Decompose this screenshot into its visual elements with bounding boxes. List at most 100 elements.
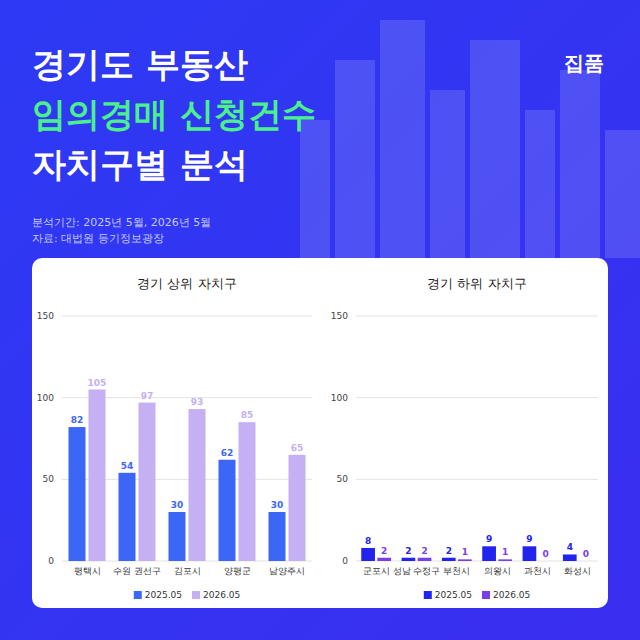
chart-title: 경기 하위 자치구 [427,276,526,291]
y-tick-label: 100 [331,393,348,403]
title-line: 임의경매 신청건수 [32,94,316,134]
card [32,258,608,608]
chart-title: 경기 상위 자치구 [137,276,236,291]
bar [402,558,416,561]
legend: 2025.05 2026.05 [134,590,240,600]
legend-label: 2026.05 [493,590,530,600]
x-tick-label: 과천시 [524,566,551,576]
bar [539,561,553,562]
x-tick-label: 평택시 [74,566,101,576]
x-tick-label: 양평군 [224,566,251,576]
data-labels: 822221919040 [365,534,589,559]
y-tick-label: 150 [37,311,54,321]
y-tick-label: 0 [48,556,54,566]
skyline [300,20,640,258]
data-label: 2 [446,546,452,556]
bar [289,455,306,561]
building [525,110,555,258]
legend: 2025.05 2026.05 [424,590,530,600]
bar [523,546,537,561]
data-label: 30 [171,500,184,510]
data-label: 105 [88,378,107,388]
data-label: 82 [71,415,84,425]
bar [377,558,391,561]
x-tick-label: 부천시 [443,566,470,576]
bar [139,403,156,561]
data-label: 2 [421,546,427,556]
y-tick-label: 0 [342,556,348,566]
logo: 집품 [564,51,604,75]
data-label: 85 [241,410,254,420]
y-tick-label: 100 [37,393,54,403]
data-label: 0 [583,549,589,559]
data-label: 62 [221,448,234,458]
bar [442,558,456,561]
grid-line [356,479,598,480]
data-label: 4 [567,542,573,552]
bar [239,422,256,561]
legend-swatch [134,591,142,599]
grid-line [356,316,598,317]
note: 자료: 대법원 등기정보광장 [32,232,164,245]
bar [89,390,106,562]
data-label: 2 [381,546,387,556]
x-tick-label: 성남 수정구 [393,566,441,576]
data-label: 65 [291,443,304,453]
bar [563,554,577,561]
building [300,120,330,258]
note: 분석기간: 2025년 5월, 2026년 5월 [32,216,211,229]
data-label: 2 [405,546,411,556]
x-tick-label: 남양주시 [269,566,305,576]
bar [458,559,472,561]
y-tick-label: 150 [331,311,348,321]
legend-swatch [192,591,200,599]
legend-label: 2025.05 [435,590,472,600]
data-label: 54 [121,461,134,471]
data-label: 93 [191,397,204,407]
y-tick-label: 50 [337,474,349,484]
legend-swatch [482,591,490,599]
bar [269,512,286,561]
x-tick-label: 김포시 [174,566,201,576]
legend-label: 2026.05 [203,590,240,600]
bars [69,390,306,562]
legend-label: 2025.05 [145,590,182,600]
x-tick-label: 의왕시 [484,566,511,576]
bar [169,512,186,561]
bar [69,427,86,561]
background [0,0,640,640]
y-tick-label: 50 [43,474,55,484]
data-label: 97 [141,391,154,401]
bar [361,548,375,561]
bars [361,546,576,561]
grid-line [62,316,312,317]
bar [119,473,136,561]
bar [579,561,593,562]
data-label: 9 [526,534,532,544]
building [560,70,600,258]
data-label: 1 [462,547,468,557]
building [335,60,375,258]
grid-line [356,561,598,562]
data-label: 30 [271,500,284,510]
building [380,20,425,258]
bar [498,559,512,561]
building [605,130,640,258]
bar [482,546,496,561]
legend-swatch [424,591,432,599]
data-labels: 82 105 54 97 30 93 62 85 30 65 [71,378,304,511]
title-line: 자치구별 분석 [32,144,248,184]
x-tick-label: 군포시 [363,566,390,576]
data-label: 8 [365,536,371,546]
title-line: 경기도 부동산 [32,44,248,84]
chart: 경기 상위 자치구 0 50 100 150 82 105 54 97 30 93 62 85 30 65 평… [37,276,312,600]
chart: 경기 하위 자치구050100150822221919040군포시성남 수정구부… [331,276,598,600]
bar [189,409,206,561]
bar [418,558,432,561]
x-tick-label: 수원 권선구 [113,566,161,576]
x-tick-label: 화성시 [564,566,591,576]
data-label: 9 [486,534,492,544]
building [430,90,465,258]
bar [219,460,236,561]
grid-line [356,397,598,398]
